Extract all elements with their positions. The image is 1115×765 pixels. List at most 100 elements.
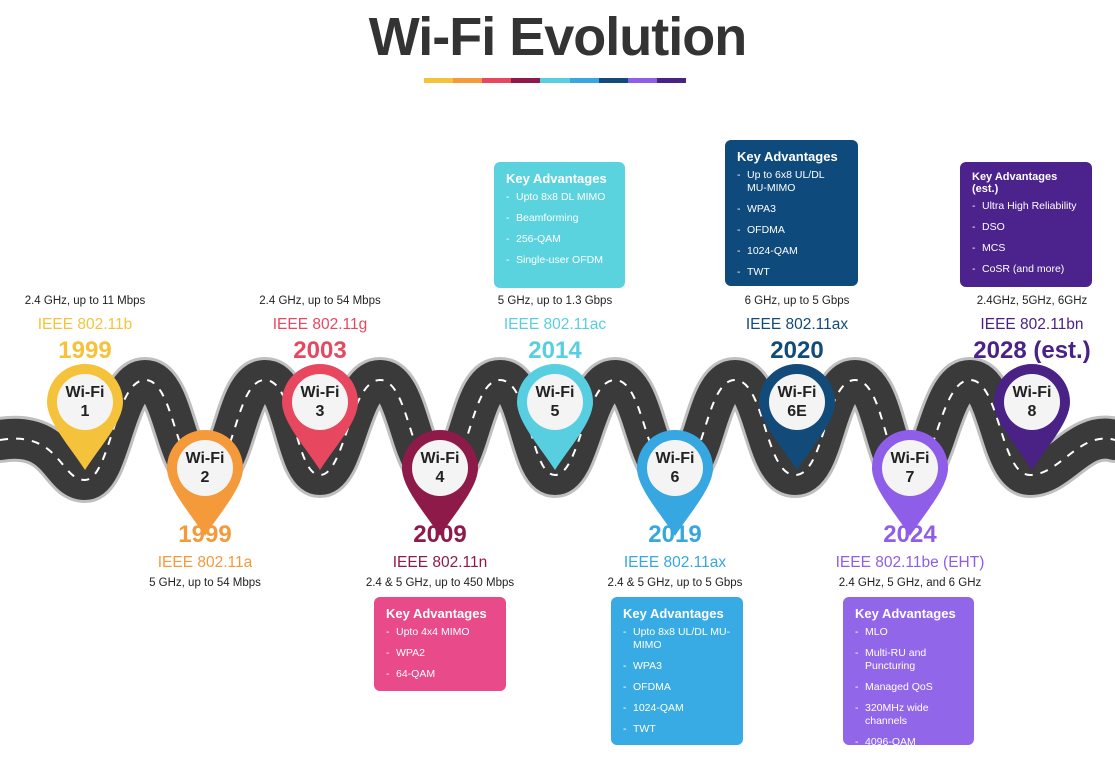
pin-label-line1: Wi-Fi <box>655 450 695 467</box>
standard-name: IEEE 802.11ac <box>503 316 607 333</box>
release-year: 2024 <box>883 521 937 548</box>
advantage-item: 1024-QAM <box>623 702 731 715</box>
advantage-item: Single-user OFDM <box>506 254 613 267</box>
title-underline-segment <box>598 78 628 83</box>
pin-badge <box>1004 374 1060 430</box>
standard-name: IEEE 802.11ax <box>623 554 727 571</box>
wifi-pin-5 <box>517 364 593 470</box>
advantage-item: MLO <box>855 626 962 639</box>
standard-name: IEEE 802.11n <box>392 554 488 571</box>
advantage-item: WPA3 <box>737 203 846 216</box>
pin-label-line1: Wi-Fi <box>777 384 817 401</box>
pin-badge <box>882 440 938 496</box>
standard-name: IEEE 802.11g <box>272 316 368 333</box>
advantages-title: Key Advantages (est.) <box>972 171 1058 195</box>
advantages-box-wifi7: Key Advantages MLO Multi-RU and Puncturin… <box>843 597 974 749</box>
advantage-item: Upto 8x8 UL/DL MU-MIMO <box>623 626 731 652</box>
release-year: 2019 <box>648 521 702 548</box>
pin-label: Wi-Fi 6 <box>640 449 710 487</box>
advantage-item: TWT <box>623 723 731 736</box>
title-underline <box>424 78 686 83</box>
advantage-item: WPA2 <box>386 647 494 660</box>
advantages-box-wifi6e: Key Advantages Up to 6x8 UL/DL MU-MIMO WP… <box>725 140 858 286</box>
advantage-item: Managed QoS <box>855 681 962 694</box>
pin-label-line2: 7 <box>905 469 915 486</box>
spec-text: 5 GHz, up to 54 Mbps <box>149 577 261 589</box>
wifi-pin-1 <box>47 364 123 470</box>
release-year: 2009 <box>413 521 467 548</box>
pin-badge <box>412 440 468 496</box>
pin-label-line1: Wi-Fi <box>65 384 105 401</box>
wifi-pin-8 <box>872 430 948 536</box>
page-title: Wi-Fi Evolution <box>368 7 747 67</box>
advantage-item: Up to 6x8 UL/DL MU-MIMO <box>737 169 846 195</box>
advantages-title: Key Advantages <box>386 606 487 621</box>
advantages-box-wifi6: Key Advantages Upto 8x8 UL/DL MU-MIMO WPA… <box>611 597 743 745</box>
pin-badge <box>769 374 825 430</box>
release-year: 1999 <box>178 521 232 548</box>
pin-label-line1: Wi-Fi <box>420 450 460 467</box>
pin-label: Wi-Fi 4 <box>405 449 475 487</box>
advantages-title: Key Advantages <box>506 171 607 186</box>
advantages-box-wifi5: Key Advantages Upto 8x8 DL MIMO Beamformi… <box>494 162 625 288</box>
advantage-item: 256-QAM <box>506 233 613 246</box>
advantage-item: 320MHz wide channels <box>855 702 962 728</box>
release-year: 2028 (est.) <box>973 337 1091 364</box>
pin-label: Wi-Fi 1 <box>50 383 120 421</box>
pin-label: Wi-Fi 2 <box>170 449 240 487</box>
pin-badge <box>57 374 113 430</box>
wifi-pin-7 <box>759 364 835 470</box>
spec-text: 2.4 GHz, up to 11 Mbps <box>24 295 146 307</box>
pin-label-line1: Wi-Fi <box>300 384 340 401</box>
pin-label-line2: 8 <box>1027 403 1037 420</box>
pin-label: Wi-Fi 3 <box>285 383 355 421</box>
wifi-pin-4 <box>402 430 478 536</box>
spec-text: 2.4 & 5 GHz, up to 5 Gbps <box>607 577 743 589</box>
title-underline-segment <box>656 78 686 83</box>
advantage-item: Beamforming <box>506 212 613 225</box>
spec-text: 2.4GHz, 5GHz, 6GHz <box>976 295 1088 307</box>
advantages-box-wifi4: Key Advantages Upto 4x4 MIMO WPA2 64-QAM <box>374 597 506 691</box>
advantage-item: DSO <box>972 221 1080 234</box>
pin-label-line1: Wi-Fi <box>535 384 575 401</box>
standard-name: IEEE 802.11be (EHT) <box>835 554 985 571</box>
advantages-title: Key Advantages <box>737 149 838 164</box>
pin-label-line2: 5 <box>550 403 560 420</box>
advantages-title: Key Advantages <box>623 606 724 621</box>
wifi-pin-9 <box>994 364 1070 470</box>
advantage-item: 1024-QAM <box>737 245 846 258</box>
advantage-item: Upto 4x4 MIMO <box>386 626 494 639</box>
pin-badge <box>177 440 233 496</box>
spec-text: 2.4 GHz, up to 54 Mbps <box>259 295 381 307</box>
spec-text: 6 GHz, up to 5 Gbps <box>744 295 850 307</box>
standard-name: IEEE 802.11b <box>37 316 133 333</box>
wifi-pin-2 <box>167 430 243 536</box>
advantage-item: 64-QAM <box>386 668 494 681</box>
advantage-item: OFDMA <box>623 681 731 694</box>
pin-label-line2: 6E <box>787 403 807 420</box>
pin-label: Wi-Fi 7 <box>875 449 945 487</box>
advantages-title: Key Advantages <box>855 606 956 621</box>
title-underline-segment <box>540 78 570 83</box>
pin-badge <box>527 374 583 430</box>
release-year: 2020 <box>770 337 824 364</box>
pin-label-line1: Wi-Fi <box>185 450 225 467</box>
wifi-pin-3 <box>282 364 358 470</box>
standard-name: IEEE 802.11ax <box>745 316 849 333</box>
release-year: 2003 <box>293 337 347 364</box>
pin-label-line2: 4 <box>435 469 445 486</box>
pin-label-line1: Wi-Fi <box>1012 384 1052 401</box>
advantage-item: Upto 8x8 DL MIMO <box>506 191 613 204</box>
advantage-item: CoSR (and more) <box>972 263 1080 276</box>
pin-label: Wi-Fi 6E <box>762 383 832 421</box>
release-year: 2014 <box>528 337 582 364</box>
spec-text: 2.4 & 5 GHz, up to 450 Mbps <box>365 577 515 589</box>
pin-label-line1: Wi-Fi <box>890 450 930 467</box>
spec-text: 2.4 GHz, 5 GHz, and 6 GHz <box>838 577 982 589</box>
advantages-box-wifi8: Key Advantages (est.) Ultra High Reliabi… <box>960 162 1092 287</box>
title-underline-segment <box>453 78 483 83</box>
standard-name: IEEE 802.11bn <box>980 316 1084 333</box>
title-underline-segment <box>511 78 541 83</box>
advantage-item: OFDMA <box>737 224 846 237</box>
advantage-item: 4096-QAM <box>855 736 962 749</box>
